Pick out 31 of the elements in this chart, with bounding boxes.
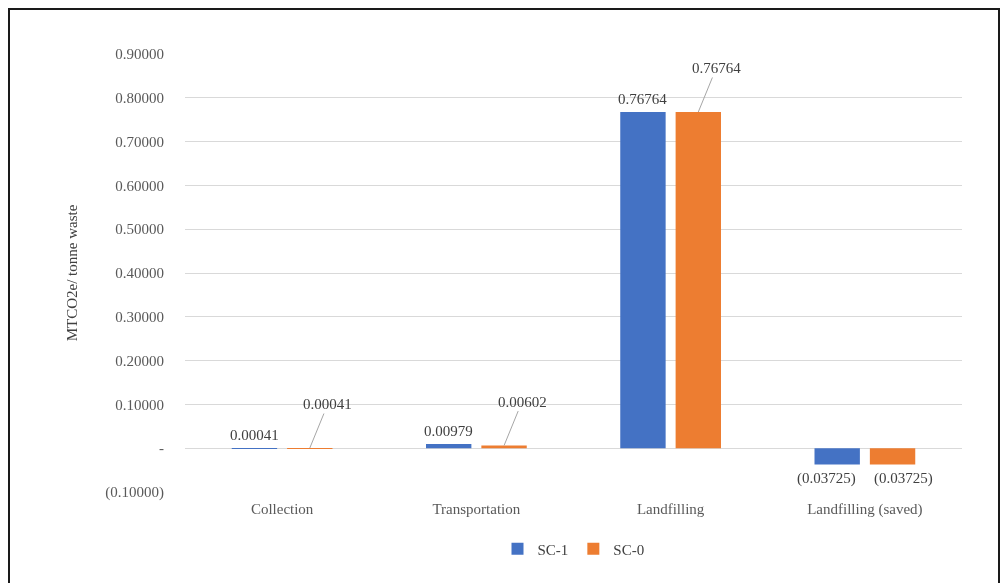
y-tick-label: 0.20000 xyxy=(115,352,164,369)
bar xyxy=(814,448,860,465)
bar xyxy=(426,443,472,449)
x-tick-label: Landfilling xyxy=(636,501,705,517)
y-tick-label: (0.10000) xyxy=(105,484,164,502)
x-tick-label: Transportation xyxy=(432,501,521,517)
data-label: 0.00041 xyxy=(230,427,279,443)
data-label: 0.00041 xyxy=(303,396,352,412)
y-tick-label: - xyxy=(159,440,164,457)
bar xyxy=(869,448,916,465)
data-label: 0.00602 xyxy=(498,394,547,410)
y-tick-label: 0.30000 xyxy=(115,309,164,326)
data-label: 0.76764 xyxy=(692,60,742,76)
data-label: 0.76764 xyxy=(618,91,668,107)
bar xyxy=(675,111,721,449)
y-tick-label: 0.80000 xyxy=(115,90,164,107)
data-label: 0.00979 xyxy=(424,423,473,439)
y-tick-label: 0.10000 xyxy=(115,396,164,413)
x-tick-label: Landfilling (saved) xyxy=(807,501,923,518)
y-tick-label: 0.50000 xyxy=(115,221,164,238)
legend-label: SC-1 xyxy=(537,541,569,558)
data-label: (0.03725) xyxy=(874,470,933,487)
y-tick-label: 0.70000 xyxy=(115,133,164,150)
data-label: (0.03725) xyxy=(797,470,856,487)
legend-label: SC-0 xyxy=(613,541,645,558)
y-tick-label: 0.40000 xyxy=(115,265,164,282)
bar xyxy=(620,111,666,449)
y-tick-label: 0.90000 xyxy=(115,46,164,63)
x-tick-label: Collection xyxy=(250,501,314,517)
y-tick-label: 0.60000 xyxy=(115,177,164,194)
y-axis-title: MTCO2e/ tonne waste xyxy=(63,204,80,342)
